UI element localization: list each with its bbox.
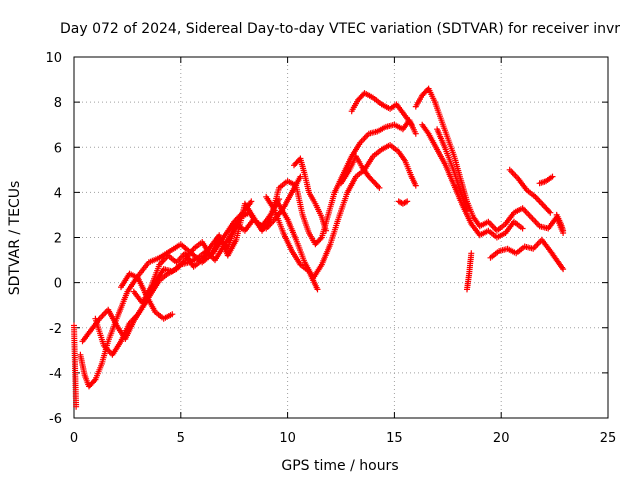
y-tick-label-4: 2 [54,232,62,247]
data-trace-12 [412,85,567,236]
data-trace-markers-10 [348,90,415,128]
data-trace-markers-12 [412,85,567,236]
data-trace-8 [291,155,329,234]
data-trace-markers-14 [434,126,470,214]
data-trace-markers-19 [553,211,567,234]
data-trace-13 [419,121,526,241]
y-tick-label-7: 8 [54,96,62,111]
x-axis-label: GPS time / hours [281,458,398,474]
grid-lines [74,57,608,418]
data-trace-10 [348,90,415,128]
data-trace-markers-9 [338,153,383,191]
data-trace-15 [464,250,475,293]
x-tick-label-2: 10 [279,431,296,446]
data-trace-18 [536,173,556,187]
data-trace-17 [506,166,554,216]
chart-title: Day 072 of 2024, Sidereal Day-to-day VTE… [60,21,620,37]
tick-marks [73,56,609,419]
tick-labels: 0 5 10 15 20 25 -6 -4 -2 0 2 4 6 8 10 [45,51,616,446]
y-tick-label-1: -4 [49,367,62,382]
data-trace-markers-18 [536,173,556,187]
data-points [71,85,567,410]
data-trace-0 [71,322,80,410]
data-trace-7 [273,142,419,282]
y-tick-label-0: -6 [49,412,62,427]
y-tick-label-8: 10 [45,51,62,66]
data-trace-11 [395,198,411,207]
data-trace-markers-7 [273,142,419,282]
x-tick-label-3: 15 [386,431,403,446]
data-trace-markers-15 [464,250,475,293]
data-trace-markers-11 [395,198,411,207]
data-trace-19 [553,211,567,234]
y-tick-label-6: 6 [54,141,62,156]
data-trace-markers-16 [487,236,567,273]
y-tick-label-2: -2 [49,322,62,337]
data-trace-16 [487,236,567,273]
data-trace-markers-13 [419,121,526,241]
data-trace-markers-8 [291,155,329,234]
y-axis-label: SDTVAR / TECUs [7,181,23,296]
data-trace-9 [338,153,383,191]
y-tick-label-5: 4 [54,186,62,201]
x-tick-label-1: 5 [177,431,185,446]
x-tick-label-5: 25 [600,431,617,446]
data-trace-markers-17 [506,166,554,216]
data-trace-markers-0 [71,322,80,410]
x-tick-label-4: 20 [493,431,510,446]
y-tick-label-3: 0 [54,277,62,292]
x-tick-label-0: 0 [70,431,78,446]
data-trace-14 [434,126,470,214]
